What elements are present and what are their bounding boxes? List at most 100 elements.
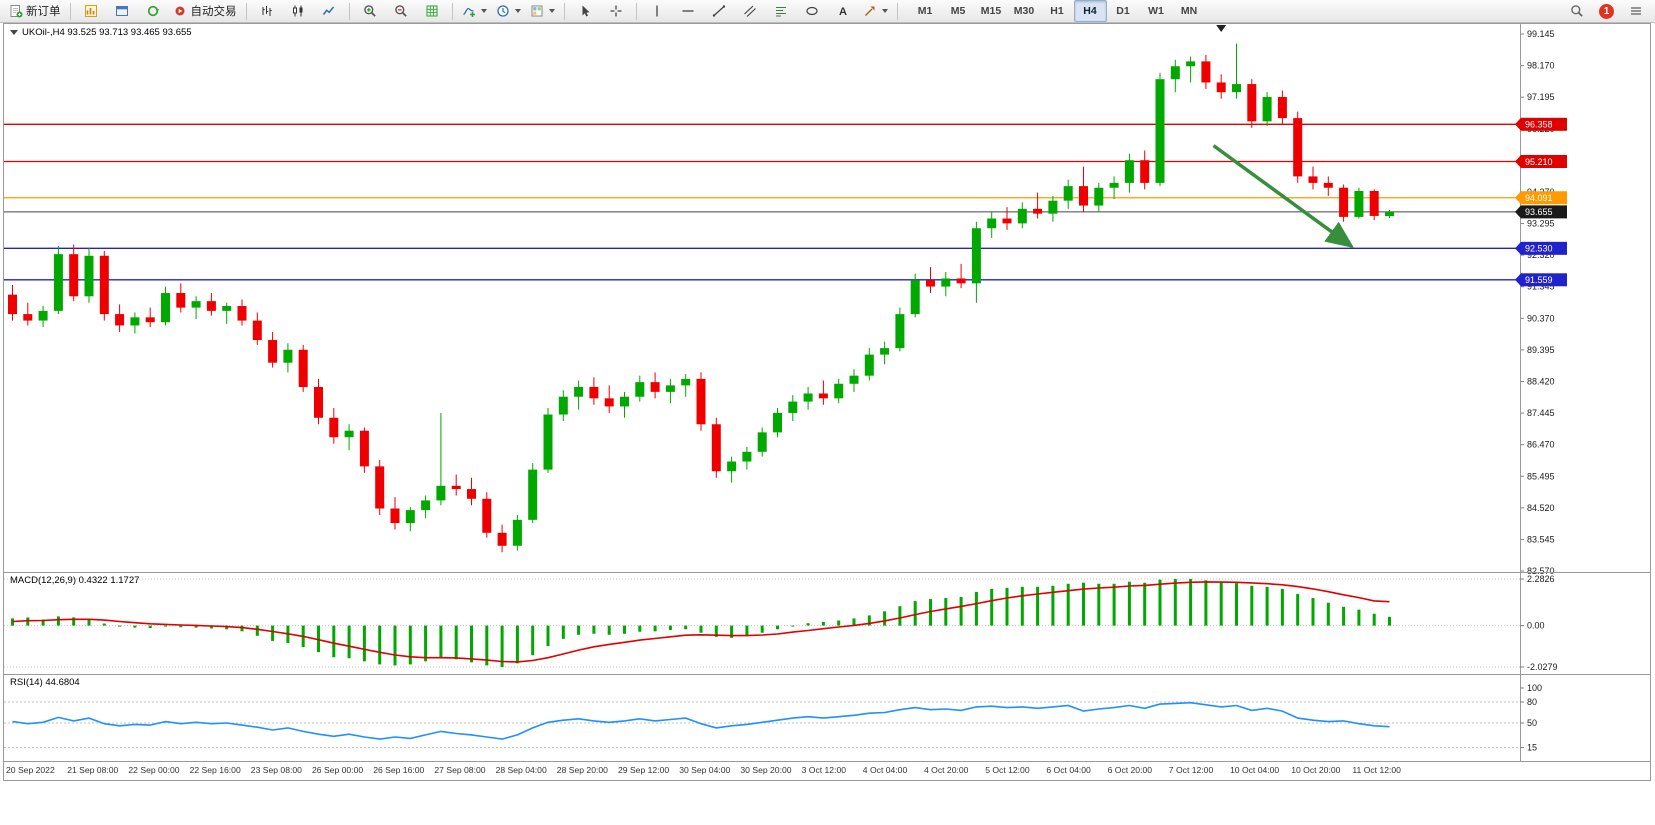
horizontal-line-button[interactable] [673, 0, 703, 22]
timeframe-button-w1[interactable]: W1 [1148, 5, 1164, 17]
charts-button[interactable] [76, 0, 106, 22]
svg-text:87.445: 87.445 [1527, 408, 1555, 418]
new-order-button[interactable]: 新订单 [4, 0, 65, 22]
svg-text:91.559: 91.559 [1525, 275, 1553, 285]
tile-windows-button[interactable] [417, 0, 447, 22]
chart-canvas[interactable]: 99.14598.17097.19596.22095.24594.27093.2… [4, 24, 1650, 778]
svg-text:A: A [839, 6, 847, 18]
svg-text:4 Oct 20:00: 4 Oct 20:00 [924, 765, 969, 775]
candle [161, 293, 170, 323]
vertical-line-button[interactable] [642, 0, 672, 22]
toolbar-separator [563, 2, 565, 20]
candle [283, 349, 293, 363]
refresh-button[interactable] [138, 0, 168, 22]
fibonacci-button[interactable] [766, 0, 796, 22]
templates-icon [530, 4, 545, 19]
svg-text:10 Oct 20:00: 10 Oct 20:00 [1291, 765, 1340, 775]
candle [1369, 190, 1379, 216]
svg-text:97.195: 97.195 [1527, 92, 1555, 102]
dropdown-caret-icon [548, 9, 555, 13]
candlestick-button[interactable] [283, 0, 313, 22]
channel-button[interactable] [735, 0, 765, 22]
candle [1170, 66, 1180, 80]
bar-chart-button[interactable] [252, 0, 282, 22]
price-axis[interactable]: 99.14598.17097.19596.22095.24594.27093.2… [1520, 29, 1555, 576]
macd-pane: 2.2826 0.00 -2.0279 [4, 574, 1558, 672]
svg-text:100: 100 [1527, 683, 1542, 693]
svg-text:28 Sep 04:00: 28 Sep 04:00 [496, 765, 547, 775]
trendline-button[interactable] [704, 0, 734, 22]
timeframe-group: M1 M5 M15 M30 H1 H4 D1 W1 MN [909, 0, 1206, 22]
dropdown-caret-icon [514, 9, 521, 13]
auto-trading-label: 自动交易 [190, 6, 237, 18]
svg-text:94.091: 94.091 [1525, 193, 1553, 203]
zoom-out-button[interactable] [386, 0, 416, 22]
line-chart-button[interactable] [314, 0, 344, 22]
dropdown-caret-icon [881, 9, 888, 13]
auto-trading-button[interactable]: 自动交易 [169, 0, 241, 22]
candle [222, 306, 232, 311]
candle [1354, 190, 1364, 217]
candlesticks-layer [8, 43, 1394, 553]
periods-button[interactable] [492, 0, 525, 22]
text-button[interactable]: A [828, 0, 858, 22]
candle [788, 401, 798, 413]
auto-trading-icon [173, 4, 188, 19]
candle [757, 432, 767, 452]
price-badges: 96.358 95.210 94.091 92.530 91.559 93.655 [1515, 117, 1567, 287]
new-order-label: 新订单 [26, 6, 61, 18]
svg-text:6 Oct 04:00: 6 Oct 04:00 [1046, 765, 1091, 775]
arrows-button[interactable] [859, 0, 892, 22]
profiles-button[interactable] [107, 0, 137, 22]
timeframe-button-m1[interactable]: M1 [917, 5, 933, 17]
timeframe-button-mn[interactable]: MN [1180, 5, 1198, 17]
candle [99, 255, 109, 315]
search-button[interactable] [1562, 0, 1592, 22]
cursor-button[interactable] [570, 0, 600, 22]
candle [451, 485, 461, 490]
templates-button[interactable] [526, 0, 559, 22]
shapes-button[interactable] [797, 0, 827, 22]
candle [252, 320, 262, 341]
candlestick-icon [290, 4, 305, 19]
candle [84, 255, 94, 297]
svg-text:93.655: 93.655 [1525, 207, 1553, 217]
candle [1033, 208, 1043, 214]
candle [727, 461, 737, 472]
refresh-icon [145, 4, 160, 19]
candle [344, 430, 354, 438]
candle [115, 314, 125, 326]
svg-text:95.210: 95.210 [1525, 157, 1553, 167]
collapse-chart-icon[interactable] [10, 30, 18, 35]
dropdown-caret-icon [480, 9, 487, 13]
timeframe-button-d1[interactable]: D1 [1116, 5, 1130, 17]
candle [1109, 182, 1119, 188]
new-order-icon [8, 4, 23, 19]
candle [23, 314, 33, 321]
svg-text:83.545: 83.545 [1527, 534, 1555, 544]
svg-text:50: 50 [1527, 718, 1537, 728]
time-axis[interactable]: 20 Sep 2022 21 Sep 08:00 22 Sep 00:00 22 Se… [6, 765, 1401, 775]
svg-text:82.570: 82.570 [1527, 566, 1555, 576]
zoom-in-button[interactable] [355, 0, 385, 22]
candle [467, 489, 476, 499]
timeframe-button-h4[interactable]: H4 [1073, 0, 1107, 22]
svg-text:21 Sep 08:00: 21 Sep 08:00 [67, 765, 118, 775]
trend-arrow[interactable] [1212, 144, 1355, 249]
indicators-button[interactable] [458, 0, 491, 22]
cursor-arrow-icon [577, 4, 592, 19]
candle [1079, 186, 1088, 206]
candle [910, 280, 920, 315]
timeframe-button-m30[interactable]: M30 [1013, 5, 1035, 17]
crosshair-button[interactable] [601, 0, 631, 22]
timeframe-button-m5[interactable]: M5 [950, 5, 966, 17]
timeframe-button-h1[interactable]: H1 [1050, 5, 1064, 17]
svg-text:22 Sep 00:00: 22 Sep 00:00 [128, 765, 179, 775]
top-marker-icon [1216, 25, 1227, 32]
svg-text:29 Sep 12:00: 29 Sep 12:00 [618, 765, 669, 775]
candle [69, 254, 79, 297]
timeframe-button-m15[interactable]: M15 [980, 5, 1002, 17]
notification-badge[interactable]: 1 [1599, 3, 1614, 19]
menu-button[interactable] [1621, 0, 1651, 22]
svg-text:86.470: 86.470 [1527, 440, 1555, 450]
